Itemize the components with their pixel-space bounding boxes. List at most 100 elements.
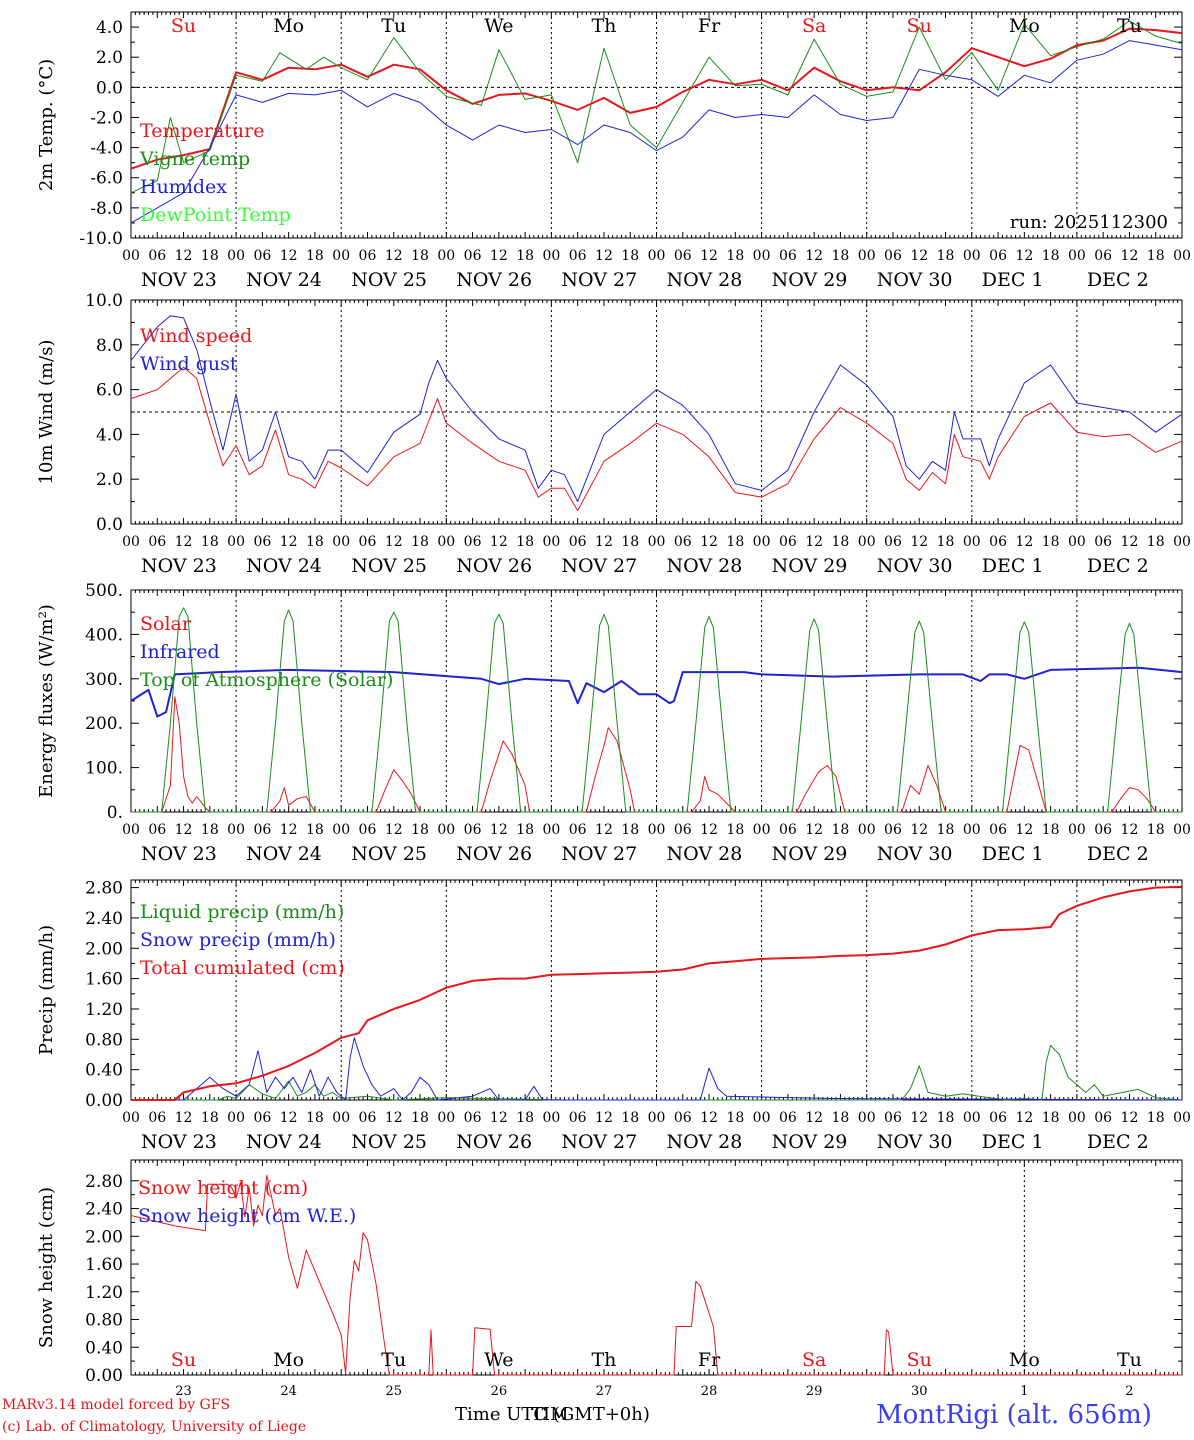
hour-tick-label: 00 (858, 1110, 876, 1126)
y-tick-label: 0.00 (85, 1366, 123, 1386)
y-tick-label: 400. (85, 625, 123, 645)
hour-tick-label: 00 (963, 534, 981, 550)
series-line-wind-gust (130, 315, 1183, 503)
date-label: NOV 29 (772, 555, 848, 577)
hour-tick-label: 18 (937, 1110, 955, 1126)
hour-tick-label: 00 (858, 822, 876, 838)
hour-tick-label: 12 (700, 1110, 718, 1126)
day-number-label: 28 (701, 1384, 718, 1399)
hour-tick-label: 18 (1042, 248, 1060, 264)
hour-tick-label: 00 (542, 1110, 560, 1126)
date-label: NOV 24 (246, 843, 322, 865)
date-label: NOV 28 (667, 1131, 743, 1153)
hour-tick-label: 18 (1147, 248, 1165, 264)
hour-tick-label: 06 (253, 822, 271, 838)
legend-entry: Temperature (140, 120, 264, 142)
legend-entry: Humidex (140, 176, 227, 198)
weekday-label: Su (171, 1349, 196, 1371)
time-axis-label: Time UTC (GMT+0h) TIM (455, 1404, 715, 1428)
model-credit: MARv3.14 model forced by GFS (2, 1397, 231, 1413)
hour-tick-label: 18 (306, 534, 324, 550)
hour-tick-label: 06 (148, 1110, 166, 1126)
y-tick-label: 10.0 (85, 291, 123, 311)
hour-tick-label: 00 (542, 822, 560, 838)
y-tick-label: 2.00 (85, 1227, 123, 1247)
hour-tick-label: 12 (700, 534, 718, 550)
hour-tick-label: 18 (937, 248, 955, 264)
hour-tick-label: 18 (937, 534, 955, 550)
hour-tick-label: 00 (1173, 1110, 1191, 1126)
legend-entry: Snow height (cm W.E.) (138, 1205, 356, 1227)
hour-tick-label: 18 (621, 534, 639, 550)
day-number-label: 1 (1020, 1384, 1028, 1399)
hour-tick-label: 12 (175, 1110, 193, 1126)
hour-tick-label: 06 (359, 534, 377, 550)
day-number-label: 27 (596, 1384, 613, 1399)
hour-tick-label: 06 (569, 1110, 587, 1126)
y-tick-label: 0.80 (85, 1030, 123, 1050)
day-number-label: 25 (385, 1384, 402, 1399)
y-tick-label: 2.0 (96, 470, 123, 490)
date-label: NOV 28 (667, 555, 743, 577)
weekday-label: Tu (381, 1349, 406, 1371)
hour-tick-label: 06 (884, 248, 902, 264)
series-line-solar (131, 696, 1182, 813)
date-label: NOV 26 (456, 555, 532, 577)
y-tick-label: 4.0 (96, 425, 123, 445)
hour-tick-label: 00 (1173, 248, 1191, 264)
hour-tick-label: 12 (1015, 534, 1033, 550)
hour-tick-label: 18 (201, 534, 219, 550)
hour-tick-label: 06 (569, 822, 587, 838)
hour-tick-label: 12 (595, 534, 613, 550)
hour-tick-label: 00 (1068, 534, 1086, 550)
day-number-label: 30 (911, 1384, 928, 1399)
hour-tick-label: 06 (464, 534, 482, 550)
y-axis-label: Precip (mm/h) (36, 925, 57, 1055)
weekday-label: We (484, 15, 513, 37)
y-tick-label: 4.0 (96, 18, 123, 38)
hour-tick-label: 00 (858, 248, 876, 264)
series-line-vigne-temp (130, 20, 1183, 194)
hour-tick-label: 12 (1015, 1110, 1033, 1126)
hour-tick-label: 18 (1042, 1110, 1060, 1126)
hour-tick-label: 00 (437, 1110, 455, 1126)
series-line-total-cumulated-cm- (131, 885, 1183, 1101)
legend-entry: Liquid precip (mm/h) (140, 901, 344, 923)
hour-tick-label: 18 (832, 822, 850, 838)
hour-tick-label: 00 (542, 534, 560, 550)
hour-tick-label: 12 (280, 534, 298, 550)
y-tick-label: 0.0 (96, 515, 123, 535)
y-tick-label: 0.80 (85, 1311, 123, 1331)
station-title: MontRigi (alt. 656m) (876, 1400, 1152, 1430)
weekday-label: Th (591, 15, 616, 37)
hour-tick-label: 12 (700, 248, 718, 264)
hour-tick-label: 12 (385, 534, 403, 550)
hour-tick-label: 00 (227, 822, 245, 838)
legend-entry: Snow precip (mm/h) (140, 929, 336, 951)
series-line-liquid-precip-mm-h- (131, 1044, 1183, 1101)
hour-tick-label: 06 (253, 1110, 271, 1126)
hour-tick-label: 00 (753, 1110, 771, 1126)
hour-tick-label: 06 (779, 248, 797, 264)
hour-tick-label: 12 (595, 822, 613, 838)
hour-tick-label: 00 (1173, 534, 1191, 550)
hour-tick-label: 12 (280, 1110, 298, 1126)
lab-credit: (c) Lab. of Climatology, University of L… (2, 1419, 307, 1435)
hour-tick-label: 18 (1042, 822, 1060, 838)
hour-tick-label: 18 (306, 248, 324, 264)
hour-tick-label: 12 (490, 822, 508, 838)
hour-tick-label: 06 (779, 822, 797, 838)
hour-tick-label: 00 (858, 534, 876, 550)
hour-tick-label: 18 (516, 248, 534, 264)
weekday-label: Mo (273, 15, 304, 37)
date-label: NOV 27 (561, 555, 637, 577)
y-axis-label: 2m Temp. (°C) (36, 59, 57, 191)
hour-tick-label: 12 (910, 248, 928, 264)
hour-tick-label: 18 (516, 1110, 534, 1126)
hour-tick-label: 18 (201, 248, 219, 264)
y-tick-label: -10.0 (79, 229, 123, 249)
date-label: NOV 24 (246, 555, 322, 577)
hour-tick-label: 06 (1094, 534, 1112, 550)
date-label: NOV 30 (877, 1131, 953, 1153)
hour-tick-label: 06 (674, 534, 692, 550)
